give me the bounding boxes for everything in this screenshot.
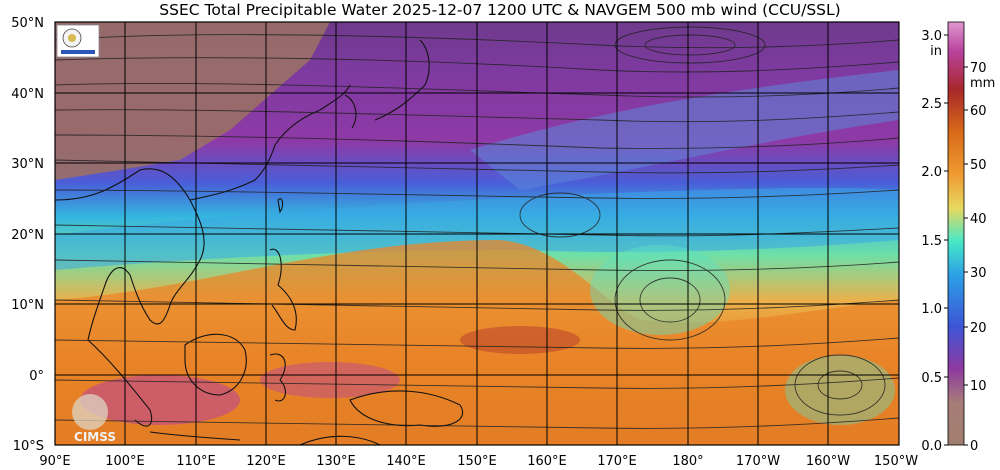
colorbar-inch-unit: in (930, 44, 942, 59)
colorbar-inch-tick: 2.0 (921, 165, 942, 180)
lon-label: 170°E (597, 454, 637, 469)
cimss-logo: CIMSS (72, 394, 116, 444)
lat-label: 10°N (11, 298, 44, 313)
lat-label: 50°N (11, 16, 44, 31)
colorbar-inch-tick: 0.0 (921, 439, 942, 454)
colorbar-mm-tick: 40 (970, 212, 987, 227)
lon-label: 160°E (527, 454, 567, 469)
lat-label: 10°S (13, 439, 44, 454)
lon-label: 170°W (736, 454, 780, 469)
graticule (55, 22, 899, 445)
lon-label: 90°E (39, 454, 70, 469)
colorbar-inch-tick: 0.5 (921, 371, 942, 386)
lon-label: 150°W (874, 454, 918, 469)
lon-label: 110°E (176, 454, 216, 469)
lon-label: 150°E (457, 454, 497, 469)
lon-label: 140°E (386, 454, 426, 469)
lat-label: 20°N (11, 228, 44, 243)
lat-label: 40°N (11, 87, 44, 102)
colorbar-mm-tick: 0 (970, 439, 978, 454)
colorbar-mm-tick: 10 (970, 379, 987, 394)
longitude-labels: 90°E 100°E 110°E 120°E 130°E 140°E 150°E… (39, 454, 918, 469)
colorbar-inch-tick: 1.0 (921, 302, 942, 317)
lat-label: 0° (29, 369, 44, 384)
colorbar-mm-tick: 60 (970, 104, 987, 119)
colorbar-inch-tick: 2.5 (921, 97, 942, 112)
colorbar-mm-tick: 20 (970, 321, 987, 336)
lon-label: 160°W (806, 454, 850, 469)
lon-label: 120°E (246, 454, 286, 469)
colorbar-scale (947, 21, 965, 446)
colorbar-mm-tick: 70 (970, 61, 987, 76)
lon-label: 130°E (316, 454, 356, 469)
colorbar-inch-tick: 1.5 (921, 234, 942, 249)
ssec-logo (56, 24, 100, 58)
colorbar-inch-tick: 3.0 (921, 29, 942, 44)
cimss-logo-text: CIMSS (74, 430, 116, 444)
lat-label: 30°N (11, 157, 44, 172)
map-frame (54, 21, 900, 446)
colorbar-mm-tick: 30 (970, 266, 987, 281)
latitude-labels: 50°N 40°N 30°N 20°N 10°N 0° 10°S (11, 16, 44, 454)
lon-label: 180° (672, 454, 703, 469)
colorbar-mm-unit: mm (970, 76, 995, 91)
colorbar-mm-tick: 50 (970, 158, 987, 173)
colorbar: 3.0 in 2.5 2.0 1.5 1.0 0.5 0.0 70 mm 60 … (921, 21, 995, 454)
lon-label: 100°E (105, 454, 145, 469)
map-title: SSEC Total Precipitable Water 2025-12-07… (159, 1, 841, 19)
